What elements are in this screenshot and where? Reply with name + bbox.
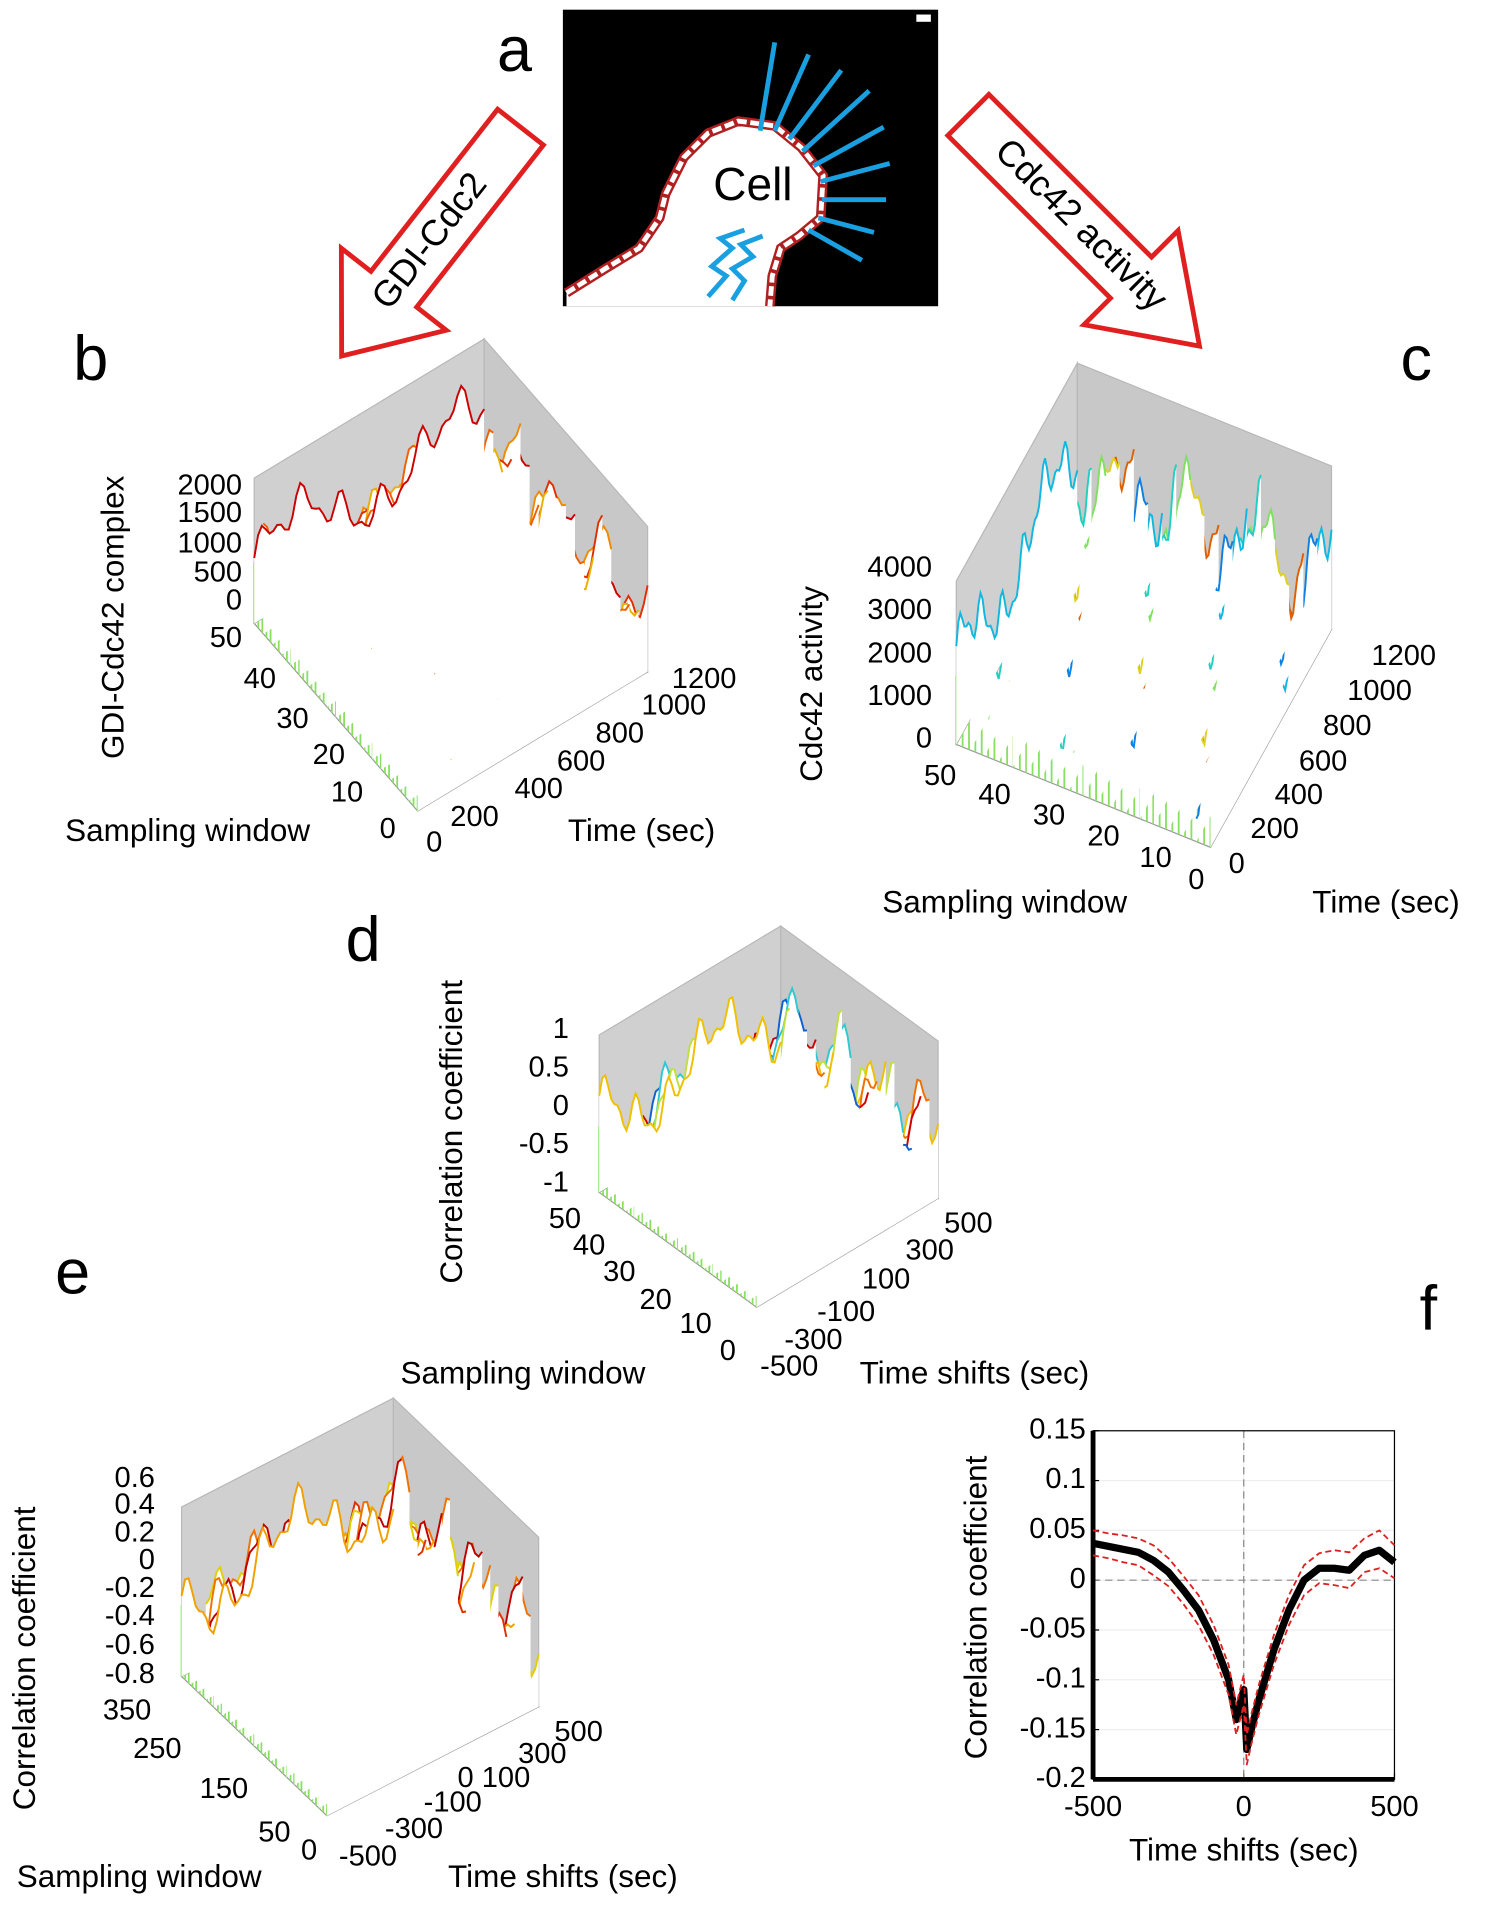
z-tick-label: -0.5: [519, 1128, 569, 1160]
x-tick-label: 20: [313, 739, 345, 771]
figure: a Cell GDI-Cdc2 Cdc42 activity b20001500…: [0, 0, 1501, 1906]
x-tick-label: 50: [924, 760, 956, 792]
x-tick-label: -500: [1064, 1791, 1122, 1823]
x-tick-label: 0: [720, 1335, 736, 1367]
y-tick-label: 800: [1323, 710, 1371, 742]
z-axis-label: Cdc42 activity: [794, 586, 829, 782]
y-tick-label: 0.15: [1029, 1413, 1086, 1445]
x-tick-label: 20: [640, 1284, 672, 1316]
y-tick-label: 400: [1275, 779, 1323, 811]
x-tick-label: 30: [603, 1256, 635, 1288]
z-tick-label: 4000: [867, 552, 932, 584]
y-tick-label: 1200: [1371, 640, 1436, 672]
x-tick-label: 40: [978, 779, 1010, 811]
x-tick-label: 350: [103, 1694, 151, 1726]
z-axis-label: Correlation coefficient: [434, 980, 469, 1284]
y-tick-label: 0: [426, 826, 442, 858]
y-tick-label: 0: [1070, 1563, 1086, 1595]
x-axis-label: Sampling window: [65, 813, 310, 848]
y-axis-label: Time (sec): [1312, 885, 1459, 920]
x-tick-label: 0: [1236, 1791, 1252, 1823]
panel-letter: b: [73, 324, 108, 394]
z-tick-label: 1500: [177, 497, 242, 529]
panel-letter: d: [346, 905, 381, 975]
z-tick-label: -0.6: [105, 1629, 155, 1661]
z-tick-label: 1: [553, 1013, 569, 1045]
z-tick-label: 0.5: [529, 1052, 569, 1084]
z-axis-label: GDI-Cdc42 complex: [95, 475, 130, 759]
y-tick-label: 600: [557, 745, 605, 777]
x-tick-label: 50: [210, 622, 242, 654]
z-tick-label: 1000: [177, 527, 242, 559]
x-axis-label: Sampling window: [400, 1355, 645, 1390]
y-tick-label: -0.2: [1036, 1762, 1086, 1794]
x-axis-label: Sampling window: [17, 1859, 262, 1894]
x-tick-label: 30: [276, 703, 308, 735]
y-tick-label: 400: [514, 773, 562, 805]
y-tick-label: 0.05: [1029, 1513, 1086, 1545]
y-axis-label: Time (sec): [568, 813, 715, 848]
y-tick-label: 1000: [1347, 675, 1412, 707]
x-tick-label: 250: [133, 1733, 181, 1765]
x-tick-label: 30: [1033, 800, 1065, 832]
x-tick-label: 20: [1087, 820, 1119, 852]
z-tick-label: 0: [916, 722, 932, 754]
panel-letter: f: [1420, 1274, 1438, 1344]
y-axis-label: Time shifts (sec): [448, 1859, 678, 1894]
z-tick-label: 1000: [867, 680, 932, 712]
z-tick-label: 3000: [867, 594, 932, 626]
y-tick-label: 0.1: [1045, 1463, 1085, 1495]
z-tick-label: -0.8: [105, 1658, 155, 1690]
z-tick-label: -1: [543, 1167, 569, 1199]
x-tick-label: 10: [679, 1308, 711, 1340]
y-tick-label: 800: [596, 717, 644, 749]
panel-letter: e: [55, 1238, 90, 1308]
y-tick-label: -0.15: [1020, 1712, 1086, 1744]
z-tick-label: 0: [553, 1090, 569, 1122]
y-tick-label: -300: [784, 1324, 842, 1356]
z-tick-label: 0: [226, 584, 242, 616]
x-tick-label: 500: [1370, 1791, 1418, 1823]
x-tick-label: 10: [1139, 842, 1171, 874]
z-tick-label: 2000: [867, 638, 932, 670]
x-tick-label: 50: [258, 1817, 290, 1849]
y-tick-label: 500: [554, 1716, 602, 1748]
page: a Cell GDI-Cdc2 Cdc42 activity b20001500…: [0, 0, 1501, 1906]
x-tick-label: 0: [1188, 864, 1204, 896]
scale-bar: [916, 15, 931, 22]
cell-label: Cell: [713, 158, 792, 210]
y-tick-label: 1200: [672, 663, 737, 695]
y-tick-label: 0: [1229, 848, 1245, 880]
y-tick-label: -0.05: [1020, 1613, 1086, 1645]
y-tick-label: 100: [862, 1263, 910, 1295]
z-axis-label: Correlation coefficient: [7, 1506, 42, 1810]
y-tick-label: 0: [458, 1762, 474, 1794]
panel-letter: c: [1401, 324, 1432, 394]
x-tick-label: 0: [380, 813, 396, 845]
y-tick-label: -100: [817, 1296, 875, 1328]
y-tick-label: 200: [450, 801, 498, 833]
x-tick-label: 10: [331, 777, 363, 809]
x-tick-label: 150: [200, 1773, 248, 1805]
y-tick-label: 200: [1250, 813, 1298, 845]
x-tick-label: 0: [301, 1835, 317, 1867]
y-axis-label: Correlation coefficient: [958, 1455, 993, 1759]
y-tick-label: 500: [944, 1208, 992, 1240]
x-tick-label: 40: [573, 1229, 605, 1261]
y-tick-label: -500: [339, 1841, 397, 1873]
z-tick-label: -0.4: [105, 1600, 155, 1632]
y-tick-label: 600: [1299, 745, 1347, 777]
x-axis-label: Time shifts (sec): [1129, 1832, 1359, 1867]
y-axis-label: Time shifts (sec): [860, 1355, 1090, 1390]
arrow-label: Cdc42 activity: [987, 130, 1176, 319]
x-axis-label: Sampling window: [882, 885, 1127, 920]
y-tick-label: -0.1: [1036, 1662, 1086, 1694]
x-tick-label: 40: [244, 663, 276, 695]
panel-letter: a: [497, 15, 532, 85]
